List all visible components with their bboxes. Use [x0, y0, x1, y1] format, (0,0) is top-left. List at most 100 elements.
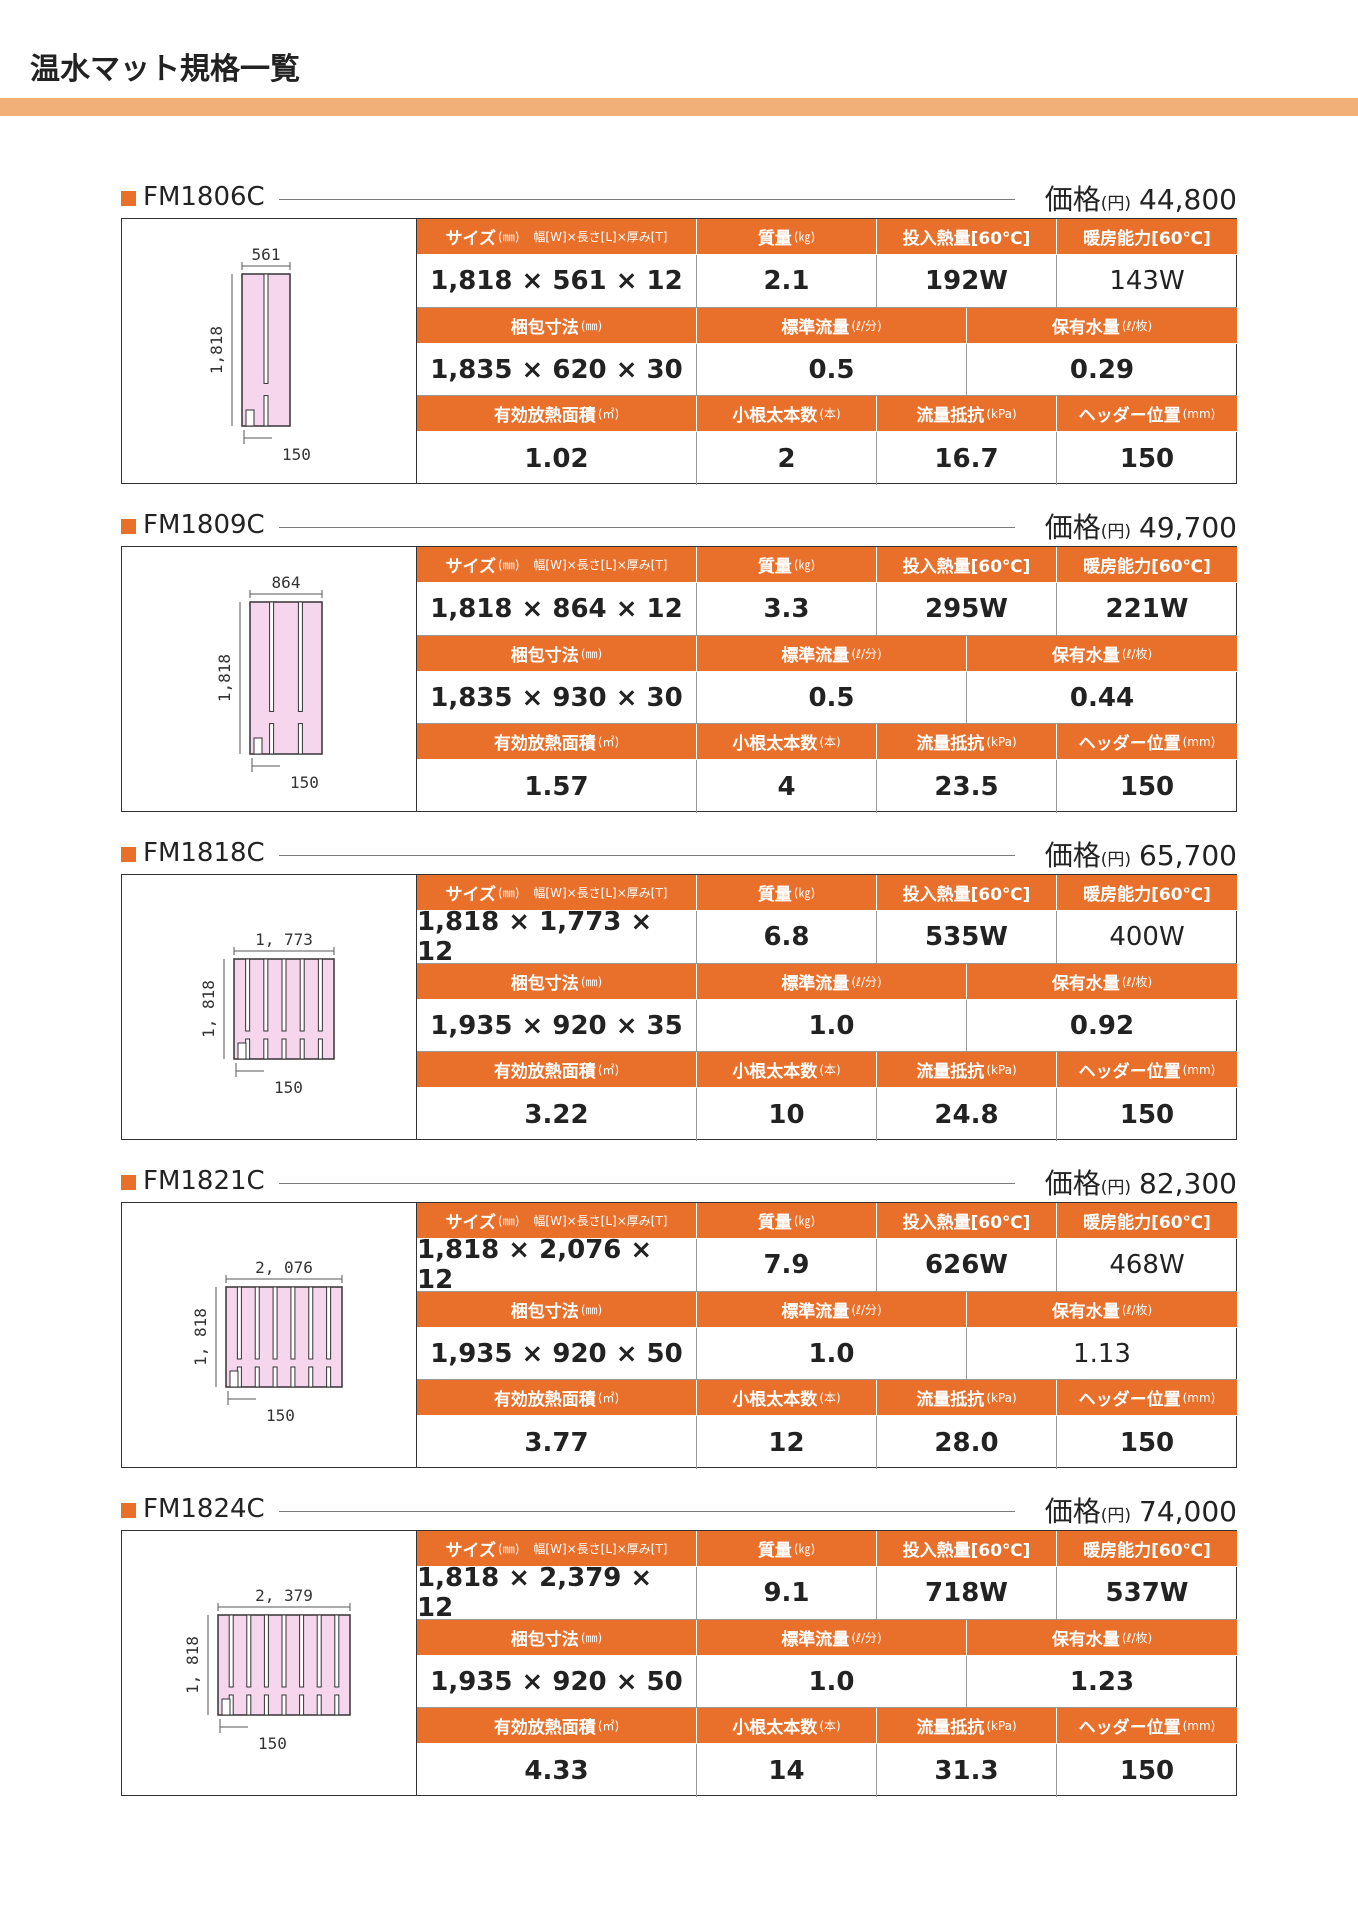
resistance-value: 24.8: [877, 1088, 1057, 1141]
mat-groove: [317, 1038, 323, 1060]
mat-groove: [299, 1694, 305, 1716]
flow-header-unit: (ℓ/分): [851, 1631, 882, 1645]
heat-input-header-label: 投入熱量[60℃]: [902, 1541, 1031, 1561]
heat-input-header: 投入熱量[60℃]: [877, 219, 1057, 255]
resistance-header-unit: (kPa): [986, 1062, 1017, 1077]
flow-header-label: 標準流量: [781, 1302, 850, 1322]
header-dimension-label: 150: [274, 1078, 303, 1097]
area-header-label: 有効放熱面積: [493, 406, 596, 426]
flow-header: 標準流量 (ℓ/分): [697, 964, 967, 1000]
size-value: 1,818 × 1,773 × 12: [417, 907, 697, 967]
resistance-value: 31.3: [877, 1744, 1057, 1797]
square-bullet-icon: [121, 1175, 136, 1190]
header-position-header: ヘッダー位置 (mm): [1057, 1708, 1237, 1744]
product-price: 価格(円) 44,800: [1045, 178, 1237, 218]
pack-size-header: 梱包寸法 (㎜): [417, 636, 697, 672]
mass-header-label: 質量: [757, 885, 792, 905]
branches-header: 小根太本数 (本): [697, 724, 877, 760]
heating-capacity-header: 暖房能力[60℃]: [1057, 1203, 1237, 1239]
branches-header-label: 小根太本数: [732, 1062, 818, 1082]
mat-groove: [272, 1366, 278, 1388]
product-spec-box: 2, 076 1, 818 150 サイズ (㎜) 幅[W]×長さ[L]×厚み[T] 質量(…: [121, 1202, 1237, 1469]
pack-size-header-unit: (㎜): [580, 1303, 603, 1317]
pack-size-header-unit: (㎜): [580, 319, 603, 333]
branches-header-label: 小根太本数: [732, 406, 818, 426]
flow-value: 0.5: [697, 344, 967, 396]
branches-header: 小根太本数 (本): [697, 1052, 877, 1088]
size-header-dims: 幅[W]×長さ[L]×厚み[T]: [533, 1214, 668, 1228]
product-model: FM1824C: [143, 1494, 265, 1524]
area-value: 3.77: [417, 1416, 697, 1469]
heating-capacity-header: 暖房能力[60℃]: [1057, 1531, 1237, 1567]
price-value: 65,700: [1139, 839, 1237, 872]
mat-groove: [317, 958, 323, 1032]
area-value: 3.22: [417, 1088, 697, 1141]
branches-header-unit: (本): [819, 1719, 841, 1733]
pack-size-header: 梱包寸法 (㎜): [417, 964, 697, 1000]
mat-groove: [281, 958, 287, 1032]
mat-groove: [269, 723, 275, 755]
mat-groove: [246, 1614, 252, 1688]
water-header-label: 保有水量: [1051, 974, 1120, 994]
length-dimension-label: 1,818: [207, 326, 226, 374]
price-prefix: 価格: [1044, 1495, 1101, 1528]
heating-capacity-value: 143W: [1057, 255, 1237, 308]
header-rule: [279, 527, 1015, 528]
area-header-label: 有効放熱面積: [493, 734, 596, 754]
header-position-header-label: ヘッダー位置: [1078, 1390, 1181, 1410]
product-header: FM1821C 価格(円) 82,300: [121, 1162, 1237, 1202]
price-unit: (円): [1100, 194, 1132, 214]
width-dimension-label: 1, 773: [255, 930, 313, 949]
header-position-header-label: ヘッダー位置: [1078, 1718, 1181, 1738]
branches-header-unit: (本): [819, 407, 841, 421]
heat-input-header: 投入熱量[60℃]: [877, 1531, 1057, 1567]
mass-value: 3.3: [697, 583, 877, 636]
size-value: 1,818 × 2,076 × 12: [417, 1235, 697, 1295]
mat-groove: [308, 1286, 314, 1360]
heat-input-header-label: 投入熱量[60℃]: [902, 1213, 1031, 1233]
mat-groove: [290, 1286, 296, 1360]
heating-capacity-value: 537W: [1057, 1567, 1237, 1620]
mat-groove: [236, 1286, 242, 1360]
header-position-header-unit: (mm): [1182, 1062, 1216, 1077]
water-value: 0.29: [967, 344, 1237, 396]
flow-value: 0.5: [697, 672, 967, 724]
size-header-dims: 幅[W]×長さ[L]×厚み[T]: [533, 230, 668, 244]
header-position-value: 150: [1119, 1099, 1175, 1130]
area-header: 有効放熱面積 (㎡): [417, 396, 697, 432]
heat-input-value: 535W: [877, 911, 1057, 964]
width-dimension-label: 2, 379: [255, 1586, 313, 1605]
size-header-unit: (㎜): [498, 230, 520, 244]
mass-header-unit: (㎏): [793, 230, 816, 244]
size-header-unit: (㎜): [498, 886, 520, 900]
mat-groove: [254, 1286, 260, 1360]
mat-groove: [263, 1614, 269, 1688]
mat-groove: [263, 958, 269, 1032]
length-dimension-label: 1, 818: [191, 1308, 210, 1366]
header-position-value: 150: [1119, 443, 1175, 474]
branches-value: 10: [697, 1088, 877, 1141]
product-spec-box: 2, 379 1, 818 150 サイズ (㎜) 幅[W]×長さ[L]×厚み[T] 質量(…: [121, 1530, 1237, 1797]
area-header: 有効放熱面積 (㎡): [417, 1380, 697, 1416]
flow-header-label: 標準流量: [781, 1630, 850, 1650]
mat-groove: [299, 958, 305, 1032]
resistance-header-unit: (kPa): [986, 1718, 1017, 1733]
header-position-header: ヘッダー位置 (mm): [1057, 724, 1237, 760]
product-spec-box: 1, 773 1, 818 150 サイズ (㎜) 幅[W]×長さ[L]×厚み[T] 質量(…: [121, 874, 1237, 1141]
mat-diagram: 1, 773 1, 818 150: [122, 875, 417, 1139]
square-bullet-icon: [121, 519, 136, 534]
heating-capacity-header-label: 暖房能力[60℃]: [1083, 557, 1211, 577]
mass-header: 質量 (㎏): [697, 547, 877, 583]
flow-header-unit: (ℓ/分): [851, 647, 882, 661]
price-value: 82,300: [1139, 1167, 1237, 1200]
heat-input-header: 投入熱量[60℃]: [877, 1203, 1057, 1239]
product-header: FM1809C 価格(円) 49,700: [121, 506, 1237, 546]
mat-groove: [281, 1038, 287, 1060]
header-position-header: ヘッダー位置 (mm): [1057, 1052, 1237, 1088]
header-position-header-unit: (mm): [1182, 406, 1216, 421]
mass-value: 9.1: [697, 1567, 877, 1620]
mat-groove: [334, 1694, 340, 1716]
price-prefix: 価格: [1044, 839, 1101, 872]
header-position-header-unit: (mm): [1182, 1718, 1216, 1733]
pack-size-value: 1,935 × 920 × 50: [417, 1328, 697, 1380]
